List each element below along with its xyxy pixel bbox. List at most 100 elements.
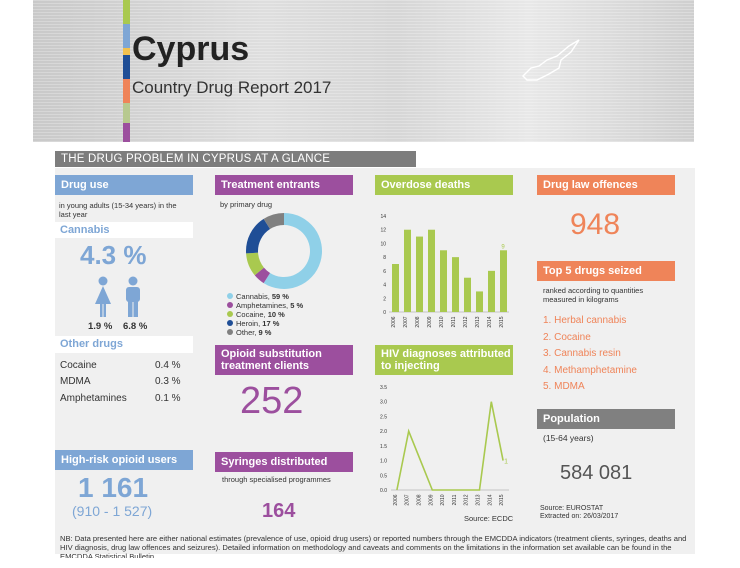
donut-slice <box>254 267 271 284</box>
ost-header: Opioid substitution treatment clients <box>215 345 353 375</box>
y-tick-label: 14 <box>380 214 386 220</box>
x-tick-label: 2010 <box>440 494 446 505</box>
population-source: Source: EUROSTAT <box>540 505 604 512</box>
treatment-note: by primary drug <box>220 200 273 209</box>
y-tick-label: 8 <box>383 255 386 261</box>
y-tick-label: 0 <box>383 310 386 316</box>
bar <box>392 264 399 312</box>
legend-value: 9 % <box>258 328 272 337</box>
other-drugs-label: Other drugs <box>55 336 193 353</box>
legend-label: Amphetamines, <box>236 301 289 310</box>
population-header: Population <box>537 409 675 429</box>
seized-item: 5. MDMA <box>543 381 585 392</box>
y-tick-label: 2.0 <box>380 429 387 435</box>
syringes-note: through specialised programmes <box>222 475 331 484</box>
y-tick-label: 3.5 <box>380 385 387 391</box>
hiv-source: Source: ECDC <box>464 514 514 523</box>
report-banner <box>33 0 694 142</box>
treatment-header: Treatment entrants <box>215 175 353 195</box>
other-drug-name: Amphetamines <box>60 393 127 404</box>
female-value: 1.9 % <box>88 321 113 332</box>
offences-value: 948 <box>570 208 621 241</box>
x-tick-label: 2014 <box>487 494 493 505</box>
bar <box>416 236 423 312</box>
other-drug-value: 0.3 % <box>155 376 181 387</box>
male-value: 6.8 % <box>123 321 148 332</box>
other-drug-name: Cocaine <box>60 360 97 371</box>
overdose-bar-chart: 0 2 4 6 8 10 12 14 2006 2007 2008 2009 2010 2011 2012 2… <box>380 214 509 328</box>
high-risk-header: High-risk opioid users <box>55 450 193 470</box>
y-tick-label: 1.5 <box>380 444 387 450</box>
x-tick-label: 2013 <box>476 494 482 505</box>
population-extracted: Extracted on: 26/03/2017 <box>540 513 619 520</box>
seized-note: ranked according to quantities measured … <box>543 286 644 304</box>
y-tick-label: 10 <box>380 241 386 247</box>
seized-item: 2. Cocaine <box>543 331 591 343</box>
x-tick-label: 2009 <box>428 494 434 505</box>
male-icon <box>126 276 140 317</box>
drug-use-note: in young adults (15-34 years) in the las… <box>59 201 177 219</box>
offences-header: Drug law offences <box>537 175 675 195</box>
y-tick-label: 2 <box>383 296 386 302</box>
donut-slice <box>263 213 322 289</box>
bar-value-label: 9 <box>501 244 505 250</box>
seized-item: 1. Herbal cannabis <box>543 315 627 326</box>
y-tick-label: 6 <box>383 269 386 275</box>
bar <box>500 250 507 312</box>
cannabis-label: Cannabis <box>55 222 193 238</box>
other-drug-name: MDMA <box>60 376 91 387</box>
legend-item: Heroin, 17 % <box>227 319 303 328</box>
x-tick-label: 2014 <box>487 316 493 327</box>
syringes-value: 164 <box>262 500 296 522</box>
legend-swatch <box>227 320 233 326</box>
population-value: 584 081 <box>560 462 633 484</box>
donut-slice <box>246 252 264 276</box>
x-tick-label: 2007 <box>403 316 409 327</box>
legend-swatch <box>227 311 233 317</box>
x-tick-label: 2009 <box>427 316 433 327</box>
high-risk-range: (910 - 1 527) <box>72 503 153 519</box>
cannabis-value: 4.3 % <box>80 240 147 270</box>
x-tick-label: 2015 <box>499 316 505 327</box>
x-tick-label: 2011 <box>451 316 457 327</box>
other-drug-value: 0.1 % <box>155 393 181 404</box>
legend-label: Cannabis, <box>236 292 270 301</box>
seized-item: 3. Cannabis resin <box>543 348 621 359</box>
seized-header: Top 5 drugs seized <box>537 261 675 281</box>
syringes-header: Syringes distributed <box>215 452 353 472</box>
bar <box>404 229 411 312</box>
bar <box>428 229 435 312</box>
section-title: THE DRUG PROBLEM IN CYPRUS AT A GLANCE <box>55 151 416 167</box>
overdose-header: Overdose deaths <box>375 175 513 195</box>
y-tick-label: 4 <box>383 283 386 289</box>
y-tick-label: 0.0 <box>380 488 387 494</box>
legend-swatch <box>227 329 233 335</box>
x-tick-label: 2006 <box>391 316 397 327</box>
x-tick-label: 2015 <box>499 494 505 505</box>
x-tick-label: 2013 <box>475 316 481 327</box>
legend-value: 5 % <box>290 301 304 310</box>
x-tick-label: 2011 <box>452 494 458 505</box>
donut-slice <box>246 218 271 254</box>
bar <box>488 270 495 312</box>
high-risk-value: 1 161 <box>78 472 149 503</box>
x-tick-label: 2007 <box>405 494 411 505</box>
y-tick-label: 1.0 <box>380 459 387 465</box>
bar <box>476 291 483 312</box>
x-tick-label: 2012 <box>463 316 469 327</box>
legend-item: Cocaine, 10 % <box>227 310 303 319</box>
bar <box>464 277 471 312</box>
legend-value: 17 % <box>262 319 280 328</box>
donut-slice <box>263 213 284 230</box>
legend-item: Amphetamines, 5 % <box>227 301 303 310</box>
legend-swatch <box>227 293 233 299</box>
legend-item: Cannabis, 59 % <box>227 292 303 301</box>
x-tick-label: 2006 <box>393 494 399 505</box>
page-subtitle: Country Drug Report 2017 <box>132 78 332 97</box>
x-tick-label: 2012 <box>464 494 470 505</box>
bar <box>452 257 459 312</box>
legend-item: Other, 9 % <box>227 328 303 337</box>
x-tick-label: 2008 <box>417 494 423 505</box>
y-tick-label: 12 <box>380 228 386 234</box>
legend-swatch <box>227 302 233 308</box>
